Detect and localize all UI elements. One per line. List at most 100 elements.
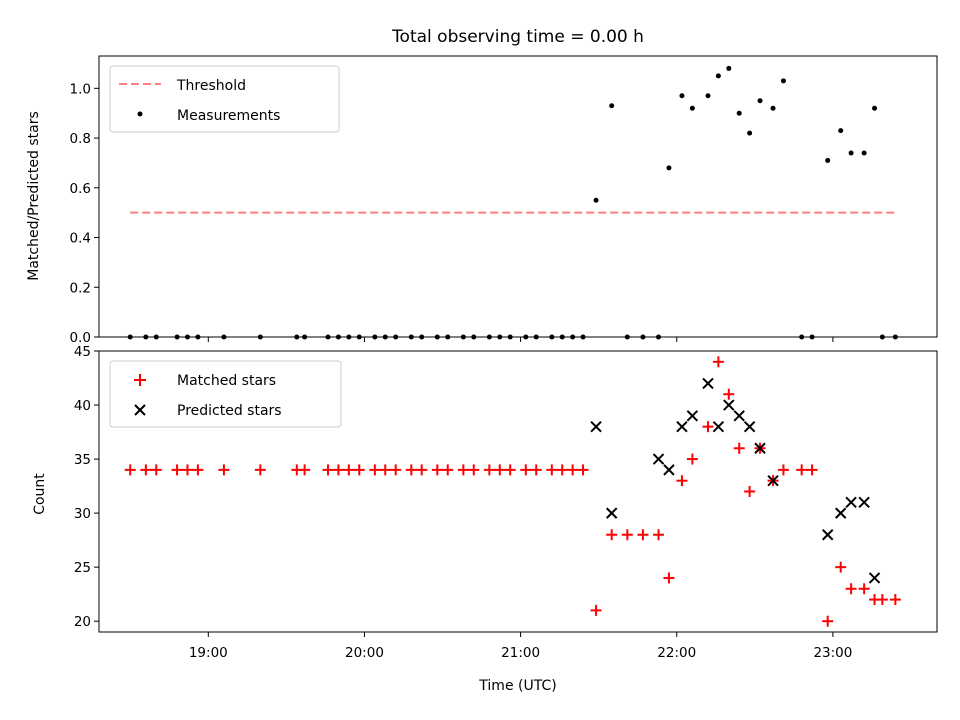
bottom-y-tick-label: 30 [74, 506, 91, 522]
bottom-x-tick-label: 19:00 [189, 645, 228, 661]
predicted-star-point [702, 377, 714, 390]
predicted-star-point [652, 453, 665, 465]
bottom-legend: Matched stars Predicted stars [109, 360, 342, 428]
measurement-point [770, 105, 776, 111]
figure-title: Total observing time = 0.00 h [391, 27, 644, 47]
top-y-axis-label: Matched/Predicted stars [26, 111, 42, 281]
measurement-point [757, 98, 763, 104]
matched-star-point [663, 572, 675, 584]
matched-star-point [254, 464, 266, 476]
legend-predicted-swatch [134, 404, 146, 416]
top-y-tick-label: 0.6 [70, 181, 91, 197]
predicted-star-point [868, 572, 881, 584]
matched-star-point [806, 464, 818, 476]
bottom-panel: 20 25 30 35 40 45 19:00 20:00 21:00 22:00 23:00 C… [32, 344, 938, 694]
bottom-y-tick-label: 25 [74, 560, 91, 576]
matched-star-point [504, 464, 516, 476]
matched-star-point [343, 464, 355, 476]
matched-star-point [322, 464, 334, 476]
matched-star-point [723, 388, 735, 400]
matched-star-point [416, 464, 428, 476]
top-y-tick-label: 1.0 [70, 81, 91, 97]
bottom-x-tick-label: 23:00 [813, 645, 852, 661]
legend-measurements-label: Measurements [177, 108, 280, 124]
predicted-star-point [821, 529, 834, 541]
matched-star-point [621, 529, 633, 541]
predicted-star-point [733, 410, 745, 422]
legend-matched-swatch [134, 374, 146, 386]
matched-star-point [442, 464, 454, 476]
matched-star-point [676, 475, 688, 487]
matched-star-point [369, 464, 381, 476]
measurement-point [747, 130, 753, 136]
predicted-star-point [605, 507, 618, 519]
predicted-star-point [754, 442, 766, 454]
matched-star-point [567, 464, 579, 476]
matched-star-point [556, 464, 568, 476]
measurement-point [838, 128, 844, 134]
matched-star-point [822, 615, 834, 627]
matched-star-point [218, 464, 230, 476]
matched-star-point [733, 442, 745, 454]
matched-star-point [653, 529, 665, 541]
matched-star-point [405, 464, 417, 476]
matched-star-point [686, 453, 698, 465]
bottom-x-tick-label: 20:00 [345, 645, 384, 661]
bottom-y-tick-label: 45 [74, 344, 91, 360]
bottom-axes-frame [98, 350, 938, 633]
matched-star-point [606, 529, 618, 541]
measurement-point [726, 65, 732, 71]
predicted-star-point [712, 420, 725, 433]
matched-star-point [150, 464, 162, 476]
predicted-star-point [590, 420, 602, 433]
predicted-star-point [845, 496, 857, 509]
predicted-star-point [858, 496, 870, 509]
matched-star-point [299, 464, 311, 476]
matched-star-point [845, 583, 857, 595]
measurement-point [736, 110, 742, 116]
top-legend: Threshold Measurements [109, 65, 340, 133]
legend-threshold-label: Threshold [176, 78, 246, 94]
matched-star-point [468, 464, 480, 476]
bottom-y-ticks: 20 25 30 35 40 45 [74, 344, 99, 630]
top-y-tick-label: 0.2 [70, 280, 91, 296]
matched-star-point [494, 464, 506, 476]
matched-star-point [390, 464, 402, 476]
matched-star-point [530, 464, 542, 476]
top-y-ticks: 0.0 0.2 0.4 0.6 0.8 1.0 [70, 81, 99, 346]
matched-star-point [192, 464, 204, 476]
measurement-point [705, 93, 711, 99]
measurement-point [679, 93, 685, 99]
matched-star-point [744, 486, 756, 497]
legend-measurements-swatch [137, 111, 143, 117]
matched-star-point [577, 464, 589, 476]
matched-star-point [431, 464, 443, 476]
matched-star-point [796, 464, 808, 476]
measurement-point [689, 105, 695, 111]
measurement-point [780, 78, 786, 84]
counts-layer [124, 356, 901, 627]
matched-star-point [777, 464, 789, 476]
matched-star-point [353, 464, 365, 476]
matched-star-point [637, 529, 649, 541]
matched-star-point [332, 464, 344, 476]
predicted-star-point [723, 399, 735, 411]
measurement-point [666, 165, 672, 171]
predicted-star-point [835, 507, 847, 519]
predicted-star-point [767, 474, 779, 487]
matched-star-point [140, 464, 152, 476]
matched-star-point [457, 464, 469, 476]
matched-star-point [590, 604, 602, 616]
matched-star-point [181, 464, 193, 476]
measurement-point [825, 157, 831, 163]
bottom-legend-box [109, 360, 342, 428]
matched-star-point [379, 464, 391, 476]
matched-star-point [858, 583, 870, 595]
measurement-point [593, 197, 599, 203]
bottom-y-tick-label: 35 [74, 452, 91, 468]
top-panel: 0.0 0.2 0.4 0.6 0.8 1.0 Matched/Predicted sta… [26, 55, 938, 346]
matched-star-point [712, 356, 724, 368]
matched-star-point [702, 421, 714, 433]
predicted-star-point [663, 464, 675, 476]
